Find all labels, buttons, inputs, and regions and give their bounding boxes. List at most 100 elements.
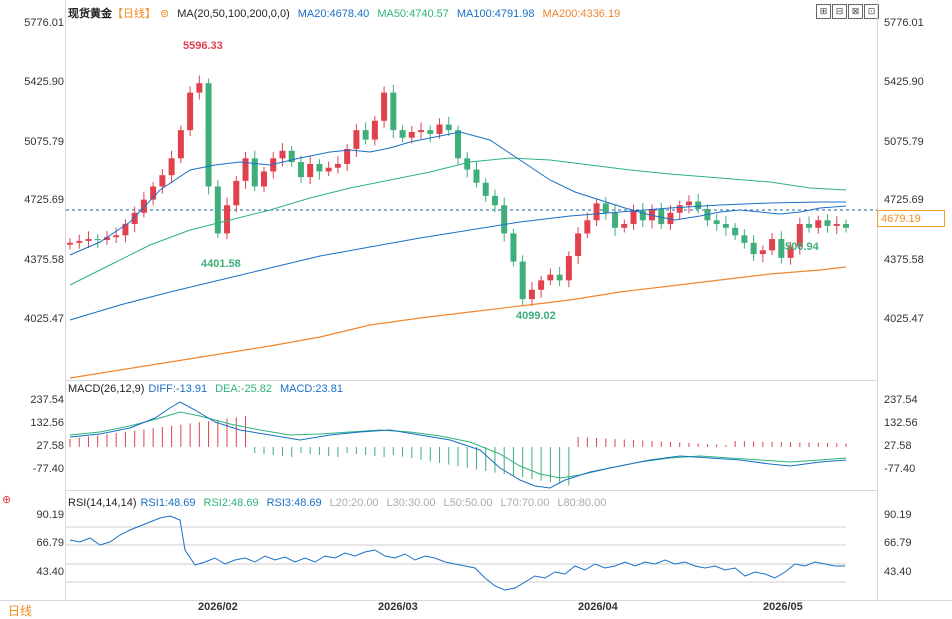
- low-annotation: 4500.94: [779, 241, 819, 253]
- candle-body: [445, 124, 452, 131]
- candle-body: [140, 199, 147, 213]
- candle-body: [741, 235, 748, 243]
- macd-tick: -77.40: [884, 463, 916, 475]
- candle-body: [713, 220, 720, 225]
- settings-icon[interactable]: ⊜: [160, 8, 170, 20]
- rsi-tick: 43.40: [884, 566, 912, 578]
- price-tick: 4375.58: [884, 254, 924, 266]
- macd-tick: 237.54: [884, 394, 918, 406]
- fullscreen-icon[interactable]: ⊡: [864, 4, 879, 19]
- dea-line: [69, 411, 847, 479]
- candle-body: [408, 132, 415, 138]
- candle-body: [473, 169, 480, 183]
- main-legend: 现货黄金【日线】 ⊜ MA(20,50,100,200,0,0) MA20:4678.…: [68, 5, 628, 21]
- price-tick: 5425.90: [884, 76, 924, 88]
- ma50-line: [69, 157, 847, 286]
- candle-body: [778, 239, 785, 258]
- ma50-value: MA50:4740.57: [377, 8, 449, 20]
- candle-body: [612, 212, 619, 228]
- candle-body: [501, 205, 508, 234]
- rsi-chart: [66, 515, 846, 591]
- low-annotation: 4099.02: [516, 310, 556, 322]
- price-tick: 5075.79: [884, 136, 924, 148]
- candle-body: [113, 235, 120, 238]
- ma200-line: [69, 266, 847, 379]
- candle-body: [325, 167, 332, 172]
- crosshair-icon[interactable]: ⊕: [2, 494, 12, 506]
- ma20-value: MA20:4678.40: [297, 8, 370, 20]
- candle-body: [362, 130, 369, 140]
- candle-body: [334, 163, 341, 168]
- candlestick-chart: [66, 75, 877, 379]
- period-label: 【日线】: [112, 8, 156, 20]
- candle-body: [297, 162, 304, 178]
- candle-body: [390, 92, 397, 131]
- candle-body: [94, 239, 101, 241]
- candle-body: [815, 220, 822, 228]
- candle-body: [787, 246, 794, 258]
- candle-body: [676, 205, 683, 213]
- candle-body: [639, 210, 646, 221]
- candle-body: [371, 120, 378, 140]
- candle-body: [131, 212, 138, 225]
- candle-body: [759, 250, 766, 255]
- candle-body: [418, 130, 425, 133]
- candle-body: [76, 240, 83, 243]
- high-annotation: 5596.33: [183, 40, 223, 52]
- candle-body: [528, 289, 535, 300]
- diff-line: [69, 401, 847, 489]
- zoom-in-icon[interactable]: ⊞: [816, 4, 831, 19]
- ma200-value: MA200:4336.19: [542, 8, 621, 20]
- period-tab[interactable]: 日线: [8, 604, 33, 618]
- candle-body: [695, 201, 702, 210]
- candle-body: [621, 224, 628, 228]
- candle-body: [769, 239, 776, 251]
- rsi-tick: 90.19: [884, 509, 912, 521]
- candle-body: [538, 280, 545, 290]
- candle-body: [436, 124, 443, 134]
- candle-body: [399, 130, 406, 138]
- candle-body: [381, 92, 388, 121]
- ma20-line: [69, 131, 847, 256]
- candle-body: [658, 209, 665, 225]
- candle-body: [85, 239, 92, 241]
- rsi-tick: 66.79: [36, 537, 64, 549]
- candle-body: [519, 261, 526, 300]
- l30-label: L30:30.00: [386, 497, 436, 509]
- macd-dea: DEA:-25.82: [215, 383, 272, 395]
- candle-body: [205, 83, 212, 187]
- price-tick: 4025.47: [884, 313, 924, 325]
- macd-tick: 27.58: [884, 440, 912, 452]
- x-axis-label: 2026/04: [578, 601, 618, 613]
- rsi2-value: RSI2:48.69: [203, 497, 259, 509]
- candle-body: [187, 92, 194, 131]
- candle-body: [806, 224, 813, 228]
- zoom-out-icon[interactable]: ⊟: [832, 4, 847, 19]
- candle-body: [602, 203, 609, 213]
- candle-body: [242, 158, 249, 181]
- candle-body: [307, 163, 314, 178]
- candle-body: [630, 210, 637, 225]
- candle-body: [833, 224, 840, 226]
- candle-body: [103, 237, 110, 240]
- x-axis-label: 2026/03: [378, 601, 418, 613]
- x-axis-label: 2026/05: [763, 601, 803, 613]
- candle-body: [593, 203, 600, 221]
- rsi-tick: 43.40: [36, 566, 64, 578]
- candle-body: [843, 224, 849, 228]
- candle-body: [288, 150, 295, 163]
- candle-body: [279, 150, 286, 159]
- candle-body: [270, 158, 277, 172]
- rsi-param-label: RSI(14,14,14): [68, 497, 137, 509]
- macd-tick: 132.56: [884, 417, 918, 429]
- macd-tick: -77.40: [32, 463, 64, 475]
- candle-body: [455, 130, 461, 159]
- candle-body: [556, 274, 563, 281]
- candle-body: [584, 220, 591, 234]
- candle-body: [750, 242, 757, 255]
- ma-param-label: MA(20,50,100,200,0,0): [177, 8, 290, 20]
- candle-body: [261, 171, 267, 187]
- rsi-line: [69, 515, 845, 591]
- rsi-legend: RSI(14,14,14) RSI1:48.69 RSI2:48.69 RSI3:48…: [68, 497, 614, 509]
- restore-icon[interactable]: ⊠: [848, 4, 863, 19]
